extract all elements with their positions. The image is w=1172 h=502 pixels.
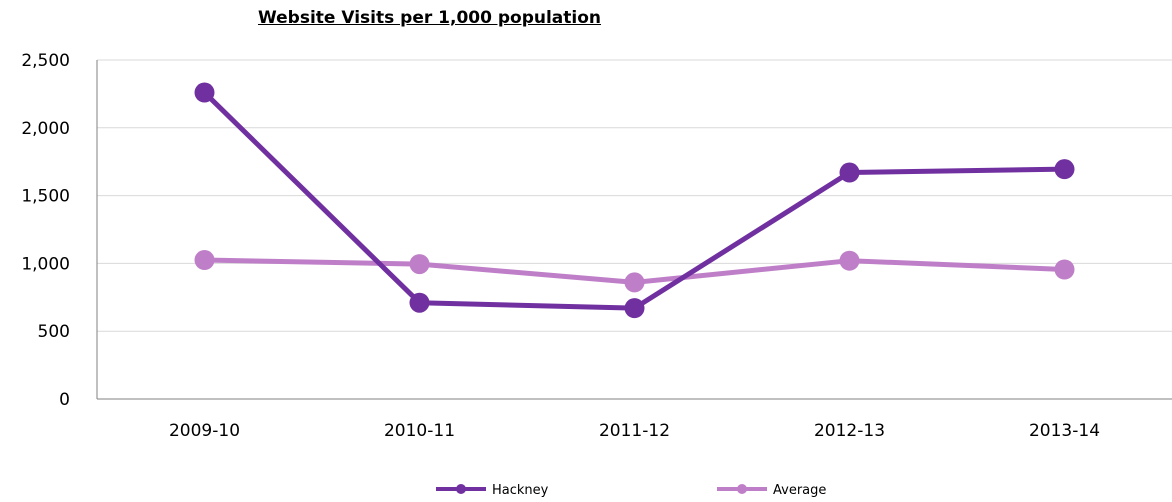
data-point-average [1055,260,1075,280]
y-tick-label: 500 [38,322,70,342]
data-point-hackney [410,293,430,313]
x-tick-label: 2013-14 [1029,421,1100,441]
axes [97,60,1172,399]
x-tick-label: 2009-10 [169,421,240,441]
legend-label-average: Average [773,483,826,498]
y-tick-label: 2,500 [21,51,70,71]
x-tick-label: 2010-11 [384,421,455,441]
data-point-average [195,250,215,270]
data-point-hackney [840,163,860,183]
y-tick-label: 1,000 [21,254,70,274]
y-tick-label: 1,500 [21,187,70,207]
data-point-average [625,272,645,292]
legend-marker-hackney [456,484,466,494]
x-tick-label: 2012-13 [814,421,885,441]
legend-label-hackney: Hackney [492,483,549,498]
series-layer [195,83,1075,319]
y-tick-label: 0 [59,390,70,410]
legend: Hackney Average [436,483,826,498]
data-point-average [840,251,860,271]
data-point-hackney [195,83,215,103]
data-point-hackney [625,298,645,318]
data-point-average [410,254,430,274]
data-point-hackney [1055,159,1075,179]
y-tick-label: 2,000 [21,119,70,139]
x-tick-label: 2011-12 [599,421,670,441]
legend-marker-average [737,484,747,494]
tick-labels: 0 500 1,000 1,500 2,000 2,500 2009-10 2010-11 20… [21,51,1100,441]
